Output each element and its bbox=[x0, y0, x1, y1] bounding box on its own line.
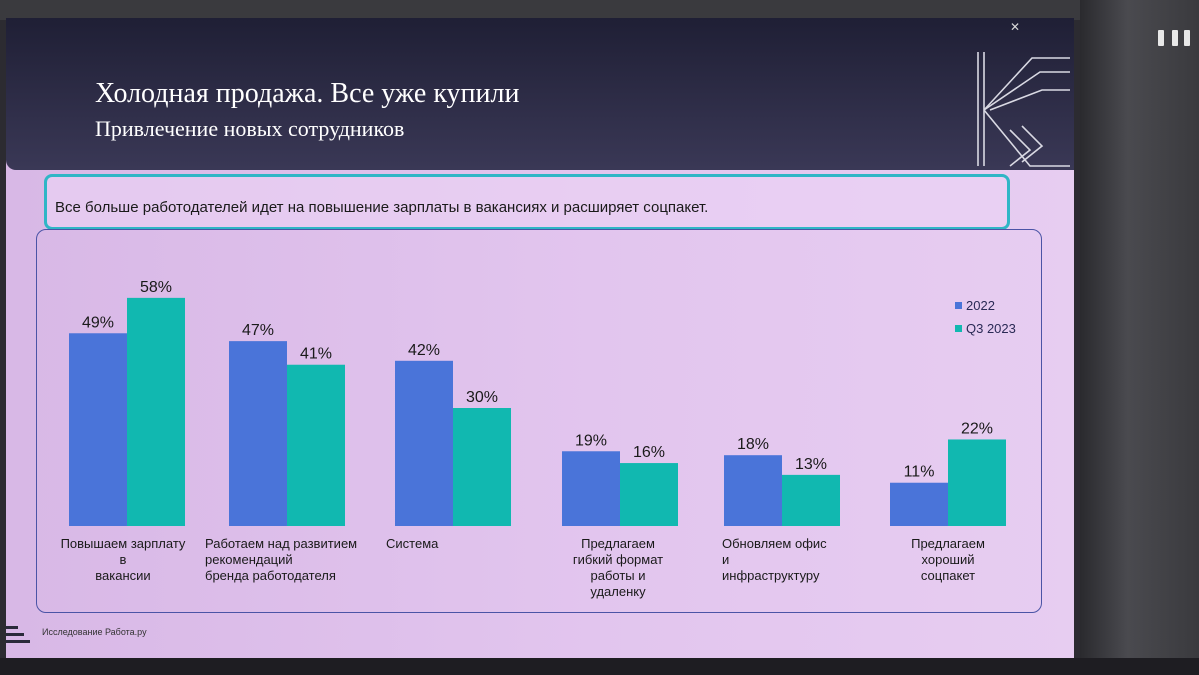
wall-light bbox=[1172, 30, 1178, 46]
bar-series2-4 bbox=[782, 474, 840, 526]
slide-subtitle: Привлечение новых сотрудников bbox=[95, 116, 405, 141]
bar-series2-1 bbox=[287, 364, 345, 526]
category-label-line: удаленку bbox=[590, 584, 646, 599]
bar-series2-3 bbox=[620, 463, 678, 526]
category-label-line: работы и bbox=[590, 568, 646, 583]
slide-title: Холодная продажа. Все уже купили bbox=[95, 78, 520, 109]
bar-series2-5 bbox=[948, 439, 1006, 526]
data-label: 18% bbox=[737, 436, 769, 453]
data-label: 42% bbox=[408, 342, 440, 359]
data-label: 16% bbox=[633, 444, 665, 461]
legend-swatch bbox=[955, 325, 962, 332]
wall-light bbox=[1158, 30, 1164, 46]
data-label: 30% bbox=[466, 389, 498, 406]
bar-series2-2 bbox=[453, 408, 511, 526]
legend-label: Q3 2023 bbox=[966, 321, 1016, 336]
category-label-line: Обновляем офис bbox=[722, 536, 827, 551]
category-label-line: соцпакет bbox=[920, 568, 976, 583]
slide-header bbox=[6, 18, 1074, 170]
category-label-line: гибкий формат bbox=[572, 552, 664, 567]
bar-chart: 49% 47% 42% 19% 18% 11% 58% 41% 30% 16% 13% 22% 2022… bbox=[69, 279, 1016, 526]
category-label: Система bbox=[386, 536, 466, 552]
data-label: 19% bbox=[575, 432, 607, 449]
bar-series1-5 bbox=[890, 482, 948, 526]
room-ceiling bbox=[0, 0, 1199, 20]
corner-cross-icon: ✕ bbox=[1010, 20, 1021, 34]
category-label-line: Повышаем зарплату bbox=[60, 536, 186, 551]
legend-swatch bbox=[955, 302, 962, 309]
data-label: 41% bbox=[300, 346, 332, 363]
data-label: 22% bbox=[961, 420, 993, 437]
brand-logo-icon bbox=[977, 52, 1070, 167]
bar-series1-3 bbox=[562, 451, 620, 526]
data-label: 47% bbox=[242, 322, 274, 339]
category-label: Обновляем офис и инфраструктуру bbox=[722, 536, 892, 584]
category-label-line: рекомендаций bbox=[205, 552, 293, 567]
category-label-line: Система bbox=[386, 536, 439, 551]
source-note: Исследование Работа.ру bbox=[42, 627, 147, 637]
data-label: 58% bbox=[140, 279, 172, 296]
data-label: 13% bbox=[795, 456, 827, 473]
bar-series2-0 bbox=[127, 297, 185, 526]
category-label-line: в bbox=[119, 552, 127, 567]
category-label-line: Предлагаем bbox=[911, 536, 985, 551]
bar-series1-0 bbox=[69, 333, 127, 526]
callout-box: Все больше работодателей идет на повышен… bbox=[44, 174, 1010, 230]
category-label: Предлагаем гибкий формат работы и удаленку bbox=[533, 536, 703, 600]
category-label-line: инфраструктуру bbox=[722, 568, 820, 583]
data-label: 11% bbox=[904, 464, 935, 481]
wall-light bbox=[1184, 30, 1190, 46]
category-label: Работаем над развитием рекомендаций бренда… bbox=[205, 536, 375, 584]
data-label: 49% bbox=[82, 314, 114, 331]
presentation-screen: ✕ Холодная продажа. Все уже купили Привл… bbox=[6, 18, 1074, 658]
bar-series1-2 bbox=[395, 360, 453, 526]
category-label-line: вакансии bbox=[95, 568, 151, 583]
category-label-line: Работаем над развитием bbox=[205, 536, 358, 551]
category-label-line: и bbox=[722, 552, 730, 567]
callout-text: Все больше работодателей идет на повышен… bbox=[55, 199, 709, 216]
bar-series1-1 bbox=[229, 341, 287, 526]
room-floor bbox=[0, 658, 1199, 675]
chart-frame bbox=[36, 229, 1042, 613]
category-label: Предлагаем хороший соцпакет bbox=[863, 536, 1033, 584]
category-label: Повышаем зарплату в вакансии bbox=[38, 536, 208, 584]
room-wall bbox=[1080, 0, 1199, 675]
legend-label: 2022 bbox=[966, 298, 995, 313]
bar-series1-4 bbox=[724, 455, 782, 526]
corner-decoration bbox=[6, 626, 30, 647]
category-label-line: хороший bbox=[921, 552, 975, 567]
category-label-line: Предлагаем bbox=[581, 536, 655, 551]
category-label-line: бренда работодателя bbox=[205, 568, 336, 583]
